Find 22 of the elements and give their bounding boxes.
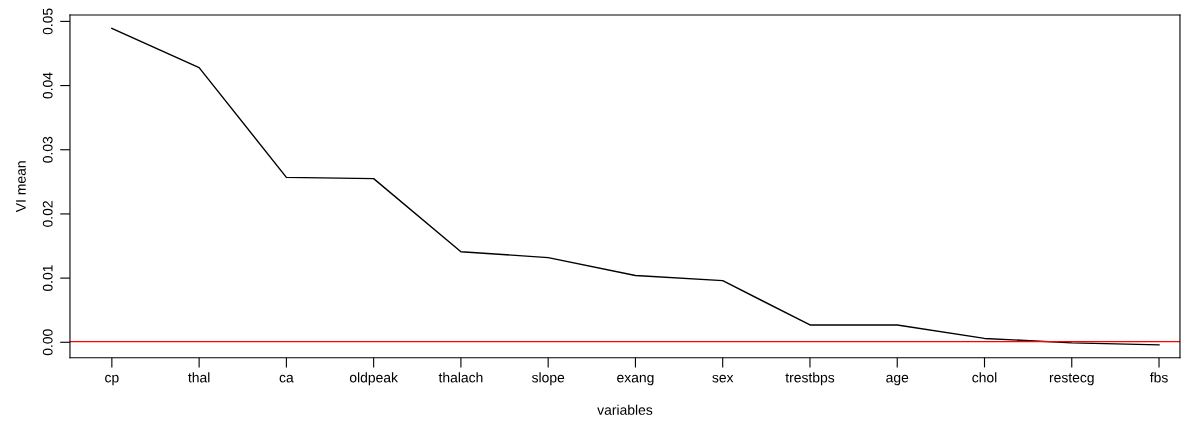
x-tick-label: ca — [279, 374, 294, 383]
x-tick-label: cp — [105, 374, 119, 386]
y-tick-label: 0.05 — [42, 8, 53, 35]
x-tick-label: thal — [188, 372, 210, 383]
line-series — [111, 27, 1160, 346]
y-tick-label: 0.03 — [42, 136, 53, 163]
x-tick-label: chol — [972, 372, 997, 383]
y-tick-label: 0.01 — [42, 265, 53, 292]
x-tick-label: fbs — [1149, 372, 1168, 383]
y-axis-title: VI mean — [16, 161, 26, 213]
x-tick-label: sex — [712, 374, 734, 383]
x-tick-label: slope — [531, 372, 565, 386]
y-tick-label: 0.00 — [42, 329, 53, 356]
x-tick-label: trestbps — [785, 372, 835, 386]
x-tick-label: thalach — [438, 372, 483, 383]
x-tick-label: oldpeak — [349, 372, 398, 386]
x-tick-label: age — [886, 374, 909, 386]
x-axis-title: variables — [597, 404, 653, 415]
y-tick-label: 0.04 — [42, 72, 53, 99]
x-tick-label: restecg — [1049, 373, 1094, 386]
y-tick-label: 0.02 — [42, 201, 53, 227]
x-tick-label: exang — [617, 374, 654, 386]
